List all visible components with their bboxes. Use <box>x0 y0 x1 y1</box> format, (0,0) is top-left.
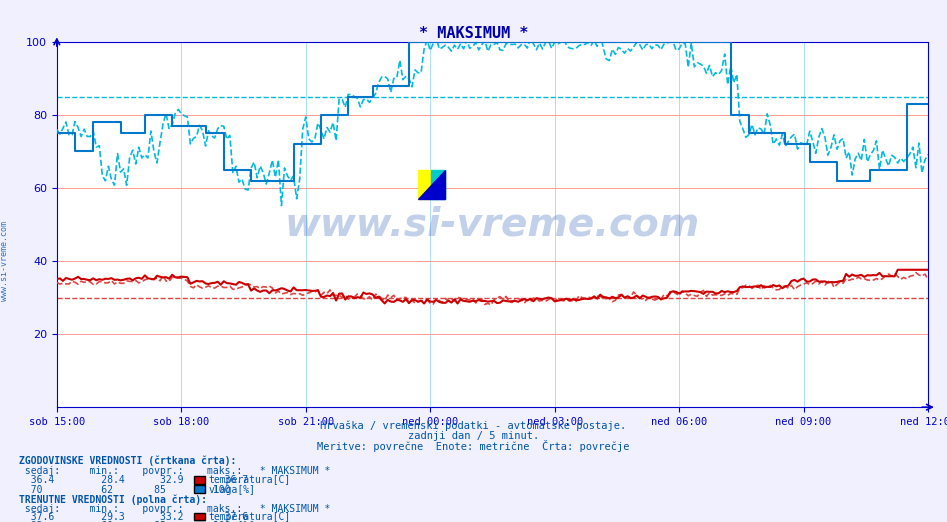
Text: www.si-vreme.com: www.si-vreme.com <box>285 206 700 243</box>
Text: ZGODOVINSKE VREDNOSTI (črtkana črta):: ZGODOVINSKE VREDNOSTI (črtkana črta): <box>19 455 237 466</box>
Text: vlaga[%]: vlaga[%] <box>208 520 256 522</box>
Bar <box>432 170 444 199</box>
Text: 36.4        28.4      32.9       36.7: 36.4 28.4 32.9 36.7 <box>19 475 248 485</box>
Text: temperatura[C]: temperatura[C] <box>208 512 291 522</box>
Text: vlaga[%]: vlaga[%] <box>208 484 256 495</box>
Text: zadnji dan / 5 minut.: zadnji dan / 5 minut. <box>408 431 539 441</box>
Text: Meritve: povrečne  Enote: metrične  Črta: povrečje: Meritve: povrečne Enote: metrične Črta: … <box>317 441 630 452</box>
Text: sedaj:     min.:    povpr.:    maks.:   * MAKSIMUM *: sedaj: min.: povpr.: maks.: * MAKSIMUM * <box>19 504 331 514</box>
Text: * MAKSIMUM *: * MAKSIMUM * <box>419 27 528 41</box>
Text: 83          60       85        100: 83 60 85 100 <box>19 520 230 522</box>
Text: TRENUTNE VREDNOSTI (polna črta):: TRENUTNE VREDNOSTI (polna črta): <box>19 495 207 505</box>
Text: www.si-vreme.com: www.si-vreme.com <box>0 221 9 301</box>
Bar <box>419 170 432 199</box>
Text: Hrvaška / vremenski podatki - avtomatske postaje.: Hrvaška / vremenski podatki - avtomatske… <box>320 420 627 431</box>
Text: 37.6        29.3      33.2       37.6: 37.6 29.3 33.2 37.6 <box>19 512 248 522</box>
Polygon shape <box>419 170 444 199</box>
Text: temperatura[C]: temperatura[C] <box>208 475 291 485</box>
Text: sedaj:     min.:    povpr.:    maks.:   * MAKSIMUM *: sedaj: min.: povpr.: maks.: * MAKSIMUM * <box>19 466 331 476</box>
Text: 70          62       85        100: 70 62 85 100 <box>19 484 230 495</box>
